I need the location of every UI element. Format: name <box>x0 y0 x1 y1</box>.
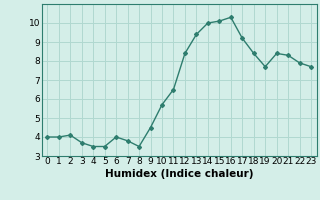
X-axis label: Humidex (Indice chaleur): Humidex (Indice chaleur) <box>105 169 253 179</box>
